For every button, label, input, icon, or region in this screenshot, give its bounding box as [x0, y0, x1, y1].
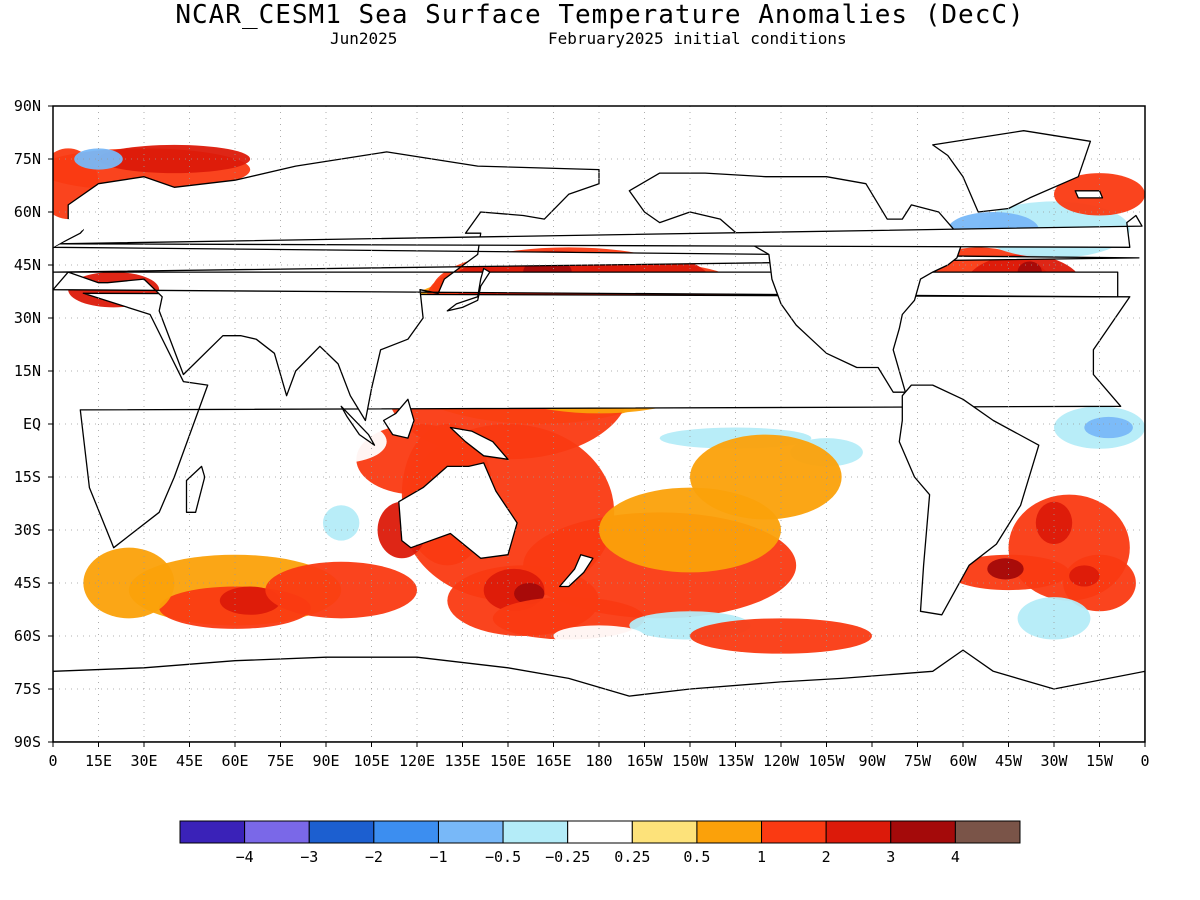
lon-tick-label: 120W [763, 752, 800, 770]
lon-tick-label: 165W [626, 752, 663, 770]
initial-conditions: February2025 initial conditions [548, 29, 847, 48]
lon-tick-label: 15W [1086, 752, 1114, 770]
lon-tick-label: 30W [1040, 752, 1068, 770]
colorbar-label: 0.25 [614, 848, 650, 866]
colorbar-label: −1 [429, 848, 447, 866]
lat-tick-label: 30N [14, 309, 41, 327]
lon-tick-label: 180 [585, 752, 612, 770]
lon-tick-label: 15E [85, 752, 112, 770]
lat-tick-label: EQ [23, 415, 41, 433]
colorbar-swatch [308, 820, 375, 844]
colorbar-swatch [437, 820, 504, 844]
colorbar-swatch [890, 820, 956, 844]
coastline-layer [53, 130, 1145, 742]
colorbar-swatch [179, 820, 246, 844]
colorbar-swatch [567, 820, 633, 844]
lat-tick-label: 15N [14, 362, 41, 380]
lat-tick-label: 45S [14, 574, 41, 592]
lon-tick-label: 30E [130, 752, 157, 770]
lat-tick-label: 75S [14, 680, 41, 698]
lon-tick-label: 75W [904, 752, 932, 770]
colorbar-swatch [761, 820, 827, 844]
lat-tick-label: 30S [14, 521, 41, 539]
lat-lon-grid [53, 106, 1145, 742]
lon-tick-label: 135W [717, 752, 754, 770]
colorbar-label: 4 [951, 848, 960, 866]
lon-tick-label: 90W [858, 752, 886, 770]
lon-tick-label: 120E [399, 752, 435, 770]
lat-tick-label: 60S [14, 627, 41, 645]
lon-tick-label: 105W [808, 752, 845, 770]
colorbar-label: −0.5 [485, 848, 521, 866]
colorbar-swatch [696, 820, 763, 844]
lon-tick-label: 75E [267, 752, 294, 770]
colorbar-swatch [373, 820, 439, 844]
lon-tick-label: 60E [221, 752, 248, 770]
lon-tick-label: 150E [490, 752, 526, 770]
colorbar-label: 0.5 [683, 848, 710, 866]
lat-tick-label: 45N [14, 256, 41, 274]
colorbar-label: −2 [365, 848, 383, 866]
colorbar: −4 −3 −2 −1 −0.5 −0.25 0.25 0.5 1 2 3 4 [179, 820, 1021, 866]
colorbar-swatch [244, 820, 310, 844]
colorbar-label: −4 [236, 848, 254, 866]
lon-tick-label: 0 [48, 752, 57, 770]
lon-tick-label: 150W [672, 752, 709, 770]
lat-tick-label: 15S [14, 468, 41, 486]
lon-tick-label: 165E [535, 752, 571, 770]
colorbar-label: −0.25 [545, 848, 590, 866]
lon-tick-label: 135E [444, 752, 480, 770]
lat-tick-label: 90S [14, 733, 41, 751]
colorbar-label: 1 [757, 848, 766, 866]
colorbar-swatch [502, 820, 569, 844]
lon-tick-label: 0 [1140, 752, 1149, 770]
lon-tick-label: 45W [995, 752, 1023, 770]
lat-tick-label: 90N [14, 97, 41, 115]
lon-tick-label: 105E [353, 752, 389, 770]
colorbar-label: −3 [300, 848, 318, 866]
map-title: NCAR_CESM1 Sea Surface Temperature Anoma… [175, 0, 1025, 30]
lon-tick-label: 45E [176, 752, 203, 770]
lat-tick-label: 75N [14, 150, 41, 168]
latitude-labels: 90N 75N 60N 45N 30N 15N EQ 15S 30S 45S 60S 75S 90S [14, 97, 53, 751]
longitude-labels: 0 15E 30E 45E 60E 75E 90E 105E 120E 135E 150E 165E 1… [48, 742, 1150, 770]
colorbar-label: 3 [886, 848, 895, 866]
colorbar-swatch [631, 820, 698, 844]
lat-tick-label: 60N [14, 203, 41, 221]
colorbar-label: 2 [822, 848, 831, 866]
lon-tick-label: 60W [949, 752, 977, 770]
lon-tick-label: 90E [312, 752, 339, 770]
valid-month: Jun2025 [330, 29, 398, 48]
colorbar-swatch [954, 820, 1021, 844]
colorbar-swatch [825, 820, 892, 844]
